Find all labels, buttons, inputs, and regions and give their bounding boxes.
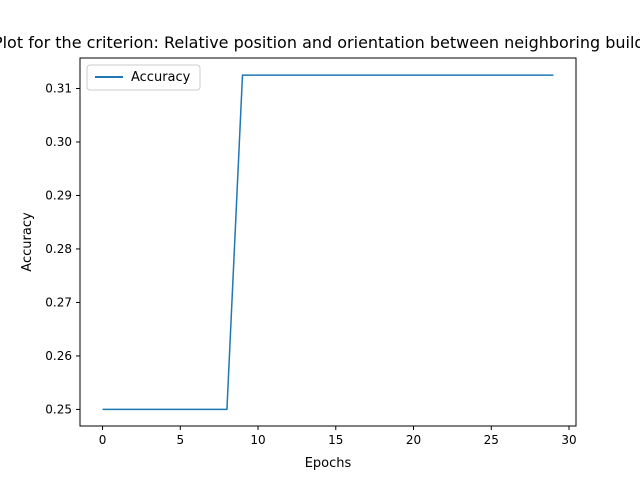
x-tick-label: 25 bbox=[484, 433, 499, 447]
legend-box bbox=[86, 64, 201, 91]
ticks-layer: 0 5 10 15 20 25 30 0.25 0.26 0.27 0.28 0.29 0.30 0.31 bbox=[45, 81, 576, 447]
y-axis-label: Accuracy bbox=[20, 212, 35, 272]
x-tick-label: 10 bbox=[250, 433, 265, 447]
y-tick-label: 0.27 bbox=[45, 295, 72, 309]
legend: Accuracy bbox=[86, 64, 201, 91]
x-tick-label: 0 bbox=[99, 433, 107, 447]
y-tick-label: 0.30 bbox=[45, 135, 72, 149]
series-line-accuracy bbox=[102, 74, 554, 411]
y-tick-label: 0.28 bbox=[45, 242, 72, 256]
chart-title: Accuracy Plot for the criterion: Relativ… bbox=[0, 33, 640, 52]
plot-frame bbox=[79, 57, 577, 427]
legend-label: Accuracy bbox=[131, 70, 191, 85]
x-axis-label: Epochs bbox=[305, 456, 352, 471]
x-tick-label: 20 bbox=[406, 433, 421, 447]
x-tick-label: 5 bbox=[176, 433, 184, 447]
y-tick-label: 0.31 bbox=[45, 81, 72, 95]
x-tick-label: 15 bbox=[328, 433, 343, 447]
chart-title-container: Accuracy Plot for the criterion: Relativ… bbox=[0, 33, 640, 55]
x-tick-label: 30 bbox=[561, 433, 576, 447]
y-tick-label: 0.26 bbox=[45, 349, 72, 363]
y-tick-label: 0.29 bbox=[45, 188, 72, 202]
y-tick-label: 0.25 bbox=[45, 402, 72, 416]
series-layer bbox=[102, 74, 554, 411]
